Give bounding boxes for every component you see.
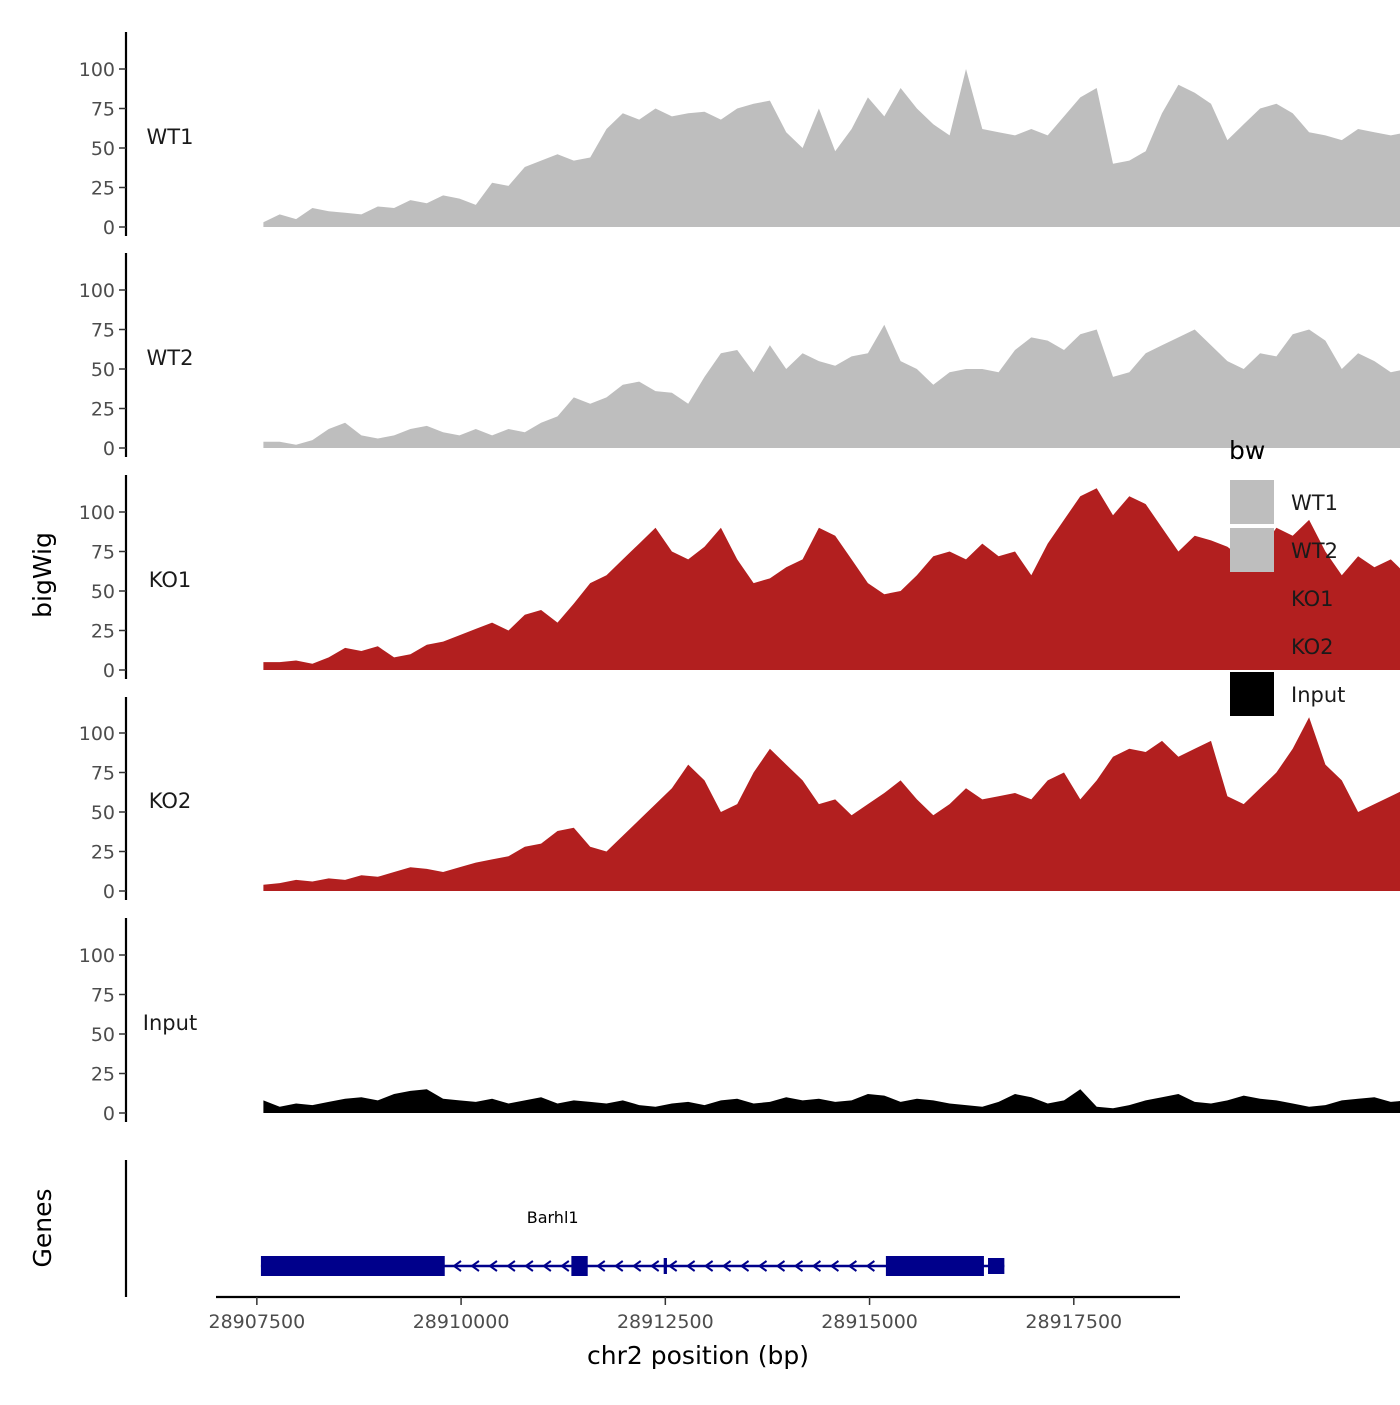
y-tick-label: 100	[79, 59, 115, 81]
area-wt2	[263, 324, 1400, 448]
strand-arrow	[506, 1260, 516, 1272]
x-tick-label: 28917500	[1025, 1311, 1122, 1333]
y-tick-label: 0	[103, 217, 115, 239]
y-tick-label: 75	[91, 985, 115, 1007]
y-tick-label: 75	[91, 763, 115, 785]
legend-label: WT2	[1291, 539, 1338, 563]
gene-exon	[571, 1256, 588, 1276]
y-tick-label: 25	[91, 842, 115, 864]
strand-arrow	[488, 1260, 498, 1272]
strand-arrow	[596, 1260, 606, 1272]
gene-track: Barhl1	[124, 1160, 1005, 1297]
y-tick-label: 0	[103, 438, 115, 460]
y-tick-label: 100	[79, 945, 115, 967]
y-axis-title: bigWig	[28, 532, 57, 618]
legend-key-input	[1230, 672, 1274, 716]
legend-key-wt1	[1230, 480, 1274, 524]
y-tick-label: 100	[79, 723, 115, 745]
track-input: 0 25 50 75 100 Input	[79, 918, 1400, 1125]
strand-arrow	[865, 1260, 875, 1272]
strand-arrow	[667, 1260, 678, 1272]
strand-arrow	[847, 1260, 857, 1272]
track-label: WT2	[147, 346, 194, 370]
legend-key-ko2	[1230, 624, 1274, 668]
y-tick-label: 50	[91, 138, 115, 160]
y-tick-label: 50	[91, 359, 115, 381]
x-tick-label: 28912500	[617, 1311, 714, 1333]
y-tick-label: 50	[91, 1024, 115, 1046]
track-label: KO1	[149, 568, 192, 592]
y-tick-label: 75	[91, 320, 115, 342]
strand-arrow	[739, 1260, 750, 1272]
area-ko2	[263, 717, 1400, 891]
y-tick-label: 50	[91, 581, 115, 603]
strand-arrow	[811, 1260, 822, 1272]
y-tick-label: 75	[91, 542, 115, 564]
gene-exon	[885, 1256, 984, 1276]
area-wt1	[263, 69, 1400, 227]
track-label: Input	[143, 1011, 197, 1035]
y-tick-label: 25	[91, 178, 115, 200]
strand-arrow	[775, 1260, 786, 1272]
legend-label: KO2	[1291, 635, 1334, 659]
gene-exon	[663, 1258, 667, 1274]
strand-arrow	[470, 1260, 480, 1272]
y-tick-label: 25	[91, 1064, 115, 1086]
x-tick-label: 28915000	[821, 1311, 918, 1333]
strand-arrow	[452, 1260, 462, 1272]
x-tick-label: 28907500	[208, 1311, 305, 1333]
strand-arrow	[685, 1260, 696, 1272]
legend: bw WT1 WT2 KO1 KO2 Input	[1229, 436, 1345, 716]
y-tick-label: 25	[91, 621, 115, 643]
legend-key-wt2	[1230, 528, 1274, 572]
strand-arrow	[829, 1260, 840, 1272]
track-label: KO2	[149, 789, 192, 813]
strand-arrow	[524, 1260, 534, 1272]
gene-exon	[260, 1256, 445, 1276]
track-wt1: 0 25 50 75 100 WT1	[79, 32, 1400, 239]
strand-arrow	[632, 1260, 642, 1272]
x-axis-title: chr2 position (bp)	[587, 1341, 809, 1370]
track-ko1: 0 25 50 75 100 KO1	[79, 475, 1400, 682]
y-tick-label: 0	[103, 881, 115, 903]
legend-label: WT1	[1291, 491, 1338, 515]
strand-arrow	[793, 1260, 804, 1272]
track-ko2: 0 25 50 75 100 KO2	[79, 697, 1400, 903]
area-ko1	[263, 488, 1400, 670]
track-label: WT1	[147, 125, 194, 149]
legend-title: bw	[1229, 436, 1265, 465]
legend-key-ko1	[1230, 576, 1274, 620]
y-tick-label: 0	[103, 660, 115, 682]
genes-axis-title: Genes	[28, 1188, 57, 1267]
area-input	[263, 1089, 1400, 1113]
y-tick-label: 50	[91, 802, 115, 824]
y-tick-label: 0	[103, 1103, 115, 1125]
strand-arrow	[560, 1260, 570, 1272]
x-tick-label: 28910000	[413, 1311, 510, 1333]
legend-label: Input	[1291, 683, 1345, 707]
gene-name-label: Barhl1	[527, 1208, 579, 1227]
strand-arrow	[721, 1260, 732, 1272]
strand-arrow	[703, 1260, 714, 1272]
legend-label: KO1	[1291, 587, 1334, 611]
y-tick-label: 100	[79, 502, 115, 524]
strand-arrow	[614, 1260, 624, 1272]
gene-exon	[988, 1258, 1005, 1274]
y-tick-label: 100	[79, 280, 115, 302]
x-axis: 28907500 28910000 28912500 28915000 28917500	[208, 1295, 1180, 1333]
strand-arrow	[757, 1260, 768, 1272]
strand-arrow	[542, 1260, 552, 1272]
signal-tracks: 0255075100WT10255075100WT20255075100KO10…	[79, 32, 1400, 1125]
track-wt2: 0 25 50 75 100 WT2	[79, 253, 1400, 460]
y-tick-label: 25	[91, 399, 115, 421]
y-tick-label: 75	[91, 99, 115, 121]
strand-arrow	[649, 1260, 660, 1272]
